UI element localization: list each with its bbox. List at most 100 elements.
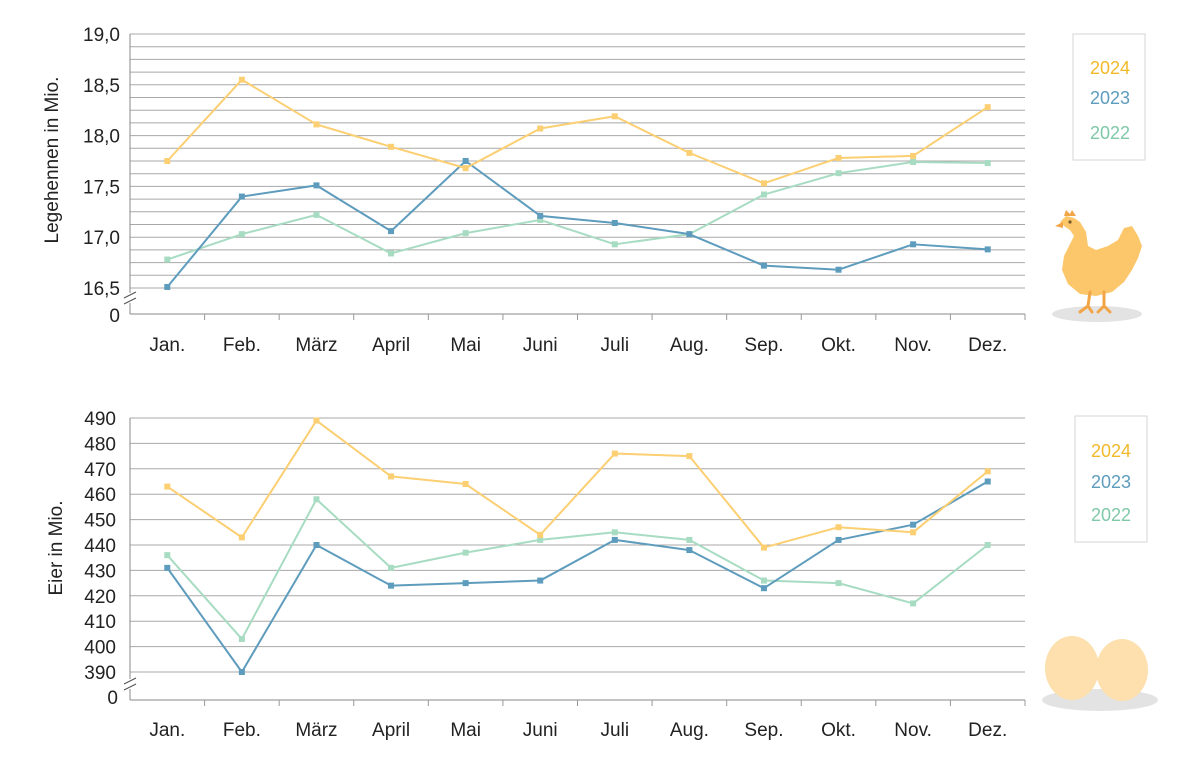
chart-2-legend-2023: 2023 <box>1091 472 1131 492</box>
chart-2-axis-break-mark-1 <box>123 677 137 685</box>
chart-2-point-2022 <box>388 564 395 571</box>
chart-2-legend-box <box>1074 415 1148 543</box>
chart-1-axis-break-mark-1 <box>123 291 137 299</box>
chart-1-zero-label: 0 <box>109 306 120 327</box>
chart-1-point-2023 <box>537 212 544 219</box>
chart-2-point-2023 <box>984 478 991 485</box>
chart-2-point-2024 <box>835 524 842 531</box>
chart-1-y-tick-label: 17,0 <box>83 228 120 249</box>
chart-1-point-2023 <box>686 231 693 238</box>
eggs-icon <box>1042 636 1158 711</box>
chart-2-y-tick-label: 480 <box>84 434 116 455</box>
chart-2-axis-break-mark-2 <box>123 683 137 691</box>
chart-1-point-2022 <box>537 216 544 223</box>
chart-1-legend-2022: 2022 <box>1090 123 1130 143</box>
chart-1-y-tick-label: 17,5 <box>83 177 120 198</box>
chart-2-point-2023 <box>760 585 767 592</box>
chart-2-point-2022 <box>537 536 544 543</box>
chart-1-y-tick-label: 16,5 <box>83 279 120 300</box>
chart-1-point-2024 <box>313 121 320 128</box>
chart-1-point-2023 <box>462 158 469 164</box>
chart-2-point-2024 <box>462 481 469 488</box>
chart-2-x-tick-label: Nov. <box>894 720 932 741</box>
chart-1-point-2022 <box>388 250 395 257</box>
chart-1-point-2023 <box>164 283 171 290</box>
chart-1-point-2024 <box>835 154 842 161</box>
chart-2-y-tick-label: 440 <box>84 536 116 557</box>
chart-2-point-2023 <box>910 521 917 528</box>
chart-2-point-2024 <box>760 544 767 551</box>
chart-1-point-2022 <box>238 231 245 238</box>
chart-2-x-ticks <box>204 700 1026 706</box>
chart-2-point-2024 <box>686 453 693 460</box>
chart-2: 390 400 410 420 430 440 450 460 470 480 490 0 Jan.… <box>46 409 1158 741</box>
chart-2-y-tick-label: 410 <box>84 612 116 633</box>
chart-1-point-2022 <box>910 159 917 166</box>
chart-2-point-2022 <box>238 635 245 642</box>
chart-2-legend-2024: 2024 <box>1091 441 1131 461</box>
chart-2-point-2023 <box>164 564 171 571</box>
chart-2-point-2023 <box>313 542 320 548</box>
chart-2-point-2024 <box>164 483 171 490</box>
chart-2-point-2023 <box>238 669 245 675</box>
chart-2-point-2024 <box>984 468 991 475</box>
chart-2-legend: 2024 2023 2022 <box>1074 415 1148 543</box>
chart-1-legend: 2024 2023 2022 <box>1072 33 1146 161</box>
chart-1-point-2022 <box>611 241 618 248</box>
chart-2-x-tick-label: Sep. <box>744 720 783 741</box>
chart-2-point-2022 <box>760 577 767 584</box>
chart-1-x-tick-label: Sep. <box>744 335 783 356</box>
chart-1-y-axis-title: Legehennen in Mio. <box>42 77 63 244</box>
chart-1-point-2023 <box>611 219 618 226</box>
chart-1-point-2023 <box>238 193 245 200</box>
chart-2-point-2022 <box>164 552 171 559</box>
chart-1-point-2022 <box>462 230 469 237</box>
chart-2-y-tick-label: 390 <box>84 663 116 684</box>
chart-1-axis-break-gap <box>124 293 138 303</box>
chart-2-y-tick-label: 400 <box>84 638 116 659</box>
chart-1-point-2024 <box>611 113 618 120</box>
chart-1-point-2023 <box>313 182 320 189</box>
chart-2-point-2023 <box>835 536 842 543</box>
chart-1-y-tick-label: 18,5 <box>83 76 120 97</box>
chart-1-point-2023 <box>910 241 917 248</box>
chart-2-y-axis-title: Eier in Mio. <box>46 500 67 595</box>
chart-1-legend-2024: 2024 <box>1090 58 1130 78</box>
chart-2-series-line-2022 <box>166 498 989 640</box>
chart-2-x-tick-label: Dez. <box>968 720 1007 741</box>
chart-2-point-2023 <box>388 582 395 589</box>
chart-2-point-2023 <box>462 580 469 587</box>
chart-1-point-2022 <box>984 160 991 167</box>
chart-1-x-tick-label: Mai <box>450 335 481 356</box>
chart-2-x-tick-labels: Jan. Feb. März April Mai Juni Juli Aug. Sep. Okt.… <box>149 720 1007 741</box>
chart-1-point-2022 <box>835 170 842 177</box>
chart-1-point-2022 <box>313 211 320 218</box>
chart-2-y-tick-labels: 390 400 410 420 430 440 450 460 470 480 490 <box>84 409 116 684</box>
chart-2-point-2022 <box>910 600 917 607</box>
chart-1-axis-break-mark-2 <box>123 297 137 305</box>
chart-2-point-2022 <box>313 496 320 503</box>
chart-2-y-tick-label: 470 <box>84 460 116 481</box>
chart-1-x-tick-label: April <box>372 335 410 356</box>
chart-1-x-tick-label: Aug. <box>670 335 709 356</box>
chart-2-point-2023 <box>611 536 618 543</box>
chart-2-x-tick-label: April <box>372 720 410 741</box>
chart-1-y-tick-label: 18,0 <box>83 127 120 148</box>
chart-2-point-2024 <box>238 534 245 541</box>
chart-1-point-2024 <box>686 149 693 156</box>
chart-1-point-2023 <box>760 262 767 269</box>
chart-2-x-tick-label: Juli <box>601 720 630 741</box>
chart-1-x-tick-label: Dez. <box>968 335 1007 356</box>
chart-2-point-2022 <box>462 549 469 556</box>
chart-2-y-tick-label: 490 <box>84 409 116 430</box>
chart-2-point-2023 <box>686 547 693 554</box>
chart-2-series-line-2024 <box>166 419 989 549</box>
chart-1-x-tick-label: Feb. <box>223 335 261 356</box>
chart-1-point-2024 <box>388 143 395 150</box>
hen-icon <box>1052 210 1142 322</box>
chart-2-gridlines <box>130 417 1025 673</box>
chart-1-series <box>164 76 991 290</box>
chart-2-x-tick-label: Okt. <box>821 720 856 741</box>
chart-1-point-2023 <box>835 266 842 273</box>
